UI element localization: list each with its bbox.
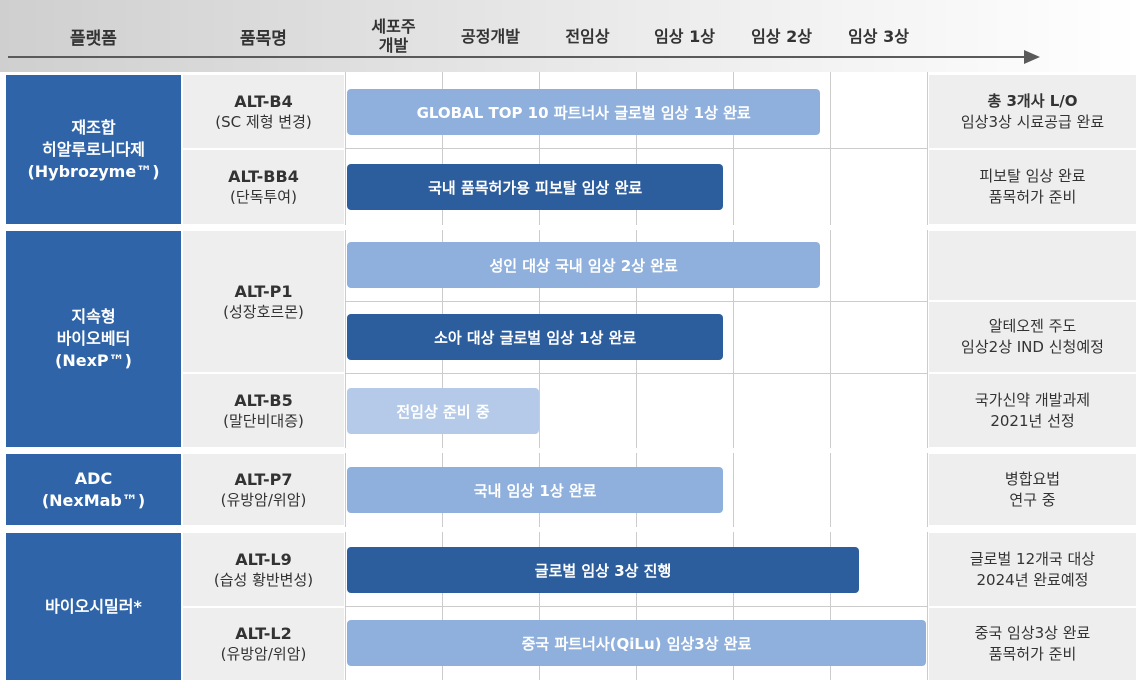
grid-hline <box>345 148 928 149</box>
progress-bar: 국내 임상 1상 완료 <box>347 467 724 513</box>
remark-alt-bb4: 피보탈 임상 완료 품목허가 준비 <box>929 150 1136 224</box>
platform-nexmab: ADC (NexMab™) <box>6 454 181 525</box>
remark-alt-b4: 총 3개사 L/O 임상3상 시료공급 완료 <box>929 75 1136 148</box>
header-stage-phase1: 임상 1상 <box>654 26 715 46</box>
remark-line: 국가신약 개발과제 <box>974 390 1091 409</box>
remark-line: 품목허가 준비 <box>988 188 1077 206</box>
platform-biosimilar: 바이오시밀러* <box>6 533 181 680</box>
product-desc: (습성 황반변성) <box>213 570 314 589</box>
remark-line: 병합요법 <box>1004 469 1061 488</box>
header-product: 품목명 <box>240 28 287 49</box>
grid-vline <box>636 72 637 680</box>
platform-line: 바이오시밀러* <box>45 596 142 616</box>
platform-line: (NexP™) <box>55 351 132 370</box>
product-desc: (유방암/위암) <box>220 645 307 663</box>
header-stage-preclinical: 전임상 <box>565 26 610 46</box>
group-separator <box>0 225 1141 230</box>
remark-alt-l2: 중국 임상3상 완료 품목허가 준비 <box>929 608 1136 680</box>
grid-vline <box>442 72 443 680</box>
platform-line: ADC <box>74 468 113 488</box>
remark-alt-b5: 국가신약 개발과제 2021년 선정 <box>929 374 1136 447</box>
product-code: ALT-L9 <box>235 549 292 569</box>
remark-alt-l9: 글로벌 12개국 대상 2024년 완료예정 <box>929 533 1136 606</box>
product-desc: (유방암/위암) <box>220 490 307 509</box>
header-stage-phase2: 임상 2상 <box>751 26 812 46</box>
product-alt-p1: ALT-P1 (성장호르몬) <box>183 231 344 372</box>
header-band <box>0 0 1141 72</box>
product-code: ALT-BB4 <box>228 167 299 186</box>
header-stage-process: 공정개발 <box>461 26 520 46</box>
grid-vline <box>539 72 540 680</box>
remark-line: 중국 임상3상 완료 <box>974 624 1091 642</box>
product-code: ALT-B4 <box>234 91 293 111</box>
grid-vline <box>345 72 346 680</box>
product-alt-l2: ALT-L2 (유방암/위암) <box>183 608 344 680</box>
platform-line: (NexMab™) <box>41 490 146 510</box>
remark-line: 2021년 선정 <box>990 411 1075 430</box>
stage-grid <box>345 72 928 680</box>
remark-line: 연구 중 <box>1009 490 1056 509</box>
platform-line: 바이오베터 <box>56 329 131 348</box>
header-platform: 플랫폼 <box>70 28 117 49</box>
remark-line: 임상3상 시료공급 완료 <box>960 112 1105 131</box>
product-alt-bb4: ALT-BB4 (단독투여) <box>183 150 344 224</box>
platform-line: 히알루로니다제 <box>41 139 146 159</box>
timeline-arrow-head <box>1024 50 1040 64</box>
remark-line: 품목허가 준비 <box>988 645 1077 663</box>
grid-hline <box>345 373 928 374</box>
group-separator <box>0 527 1141 532</box>
remark-alt-p7: 병합요법 연구 중 <box>929 454 1136 525</box>
grid-vline <box>830 72 831 680</box>
progress-bar: 국내 품목허가용 피보탈 임상 완료 <box>347 164 724 210</box>
progress-bar: 소아 대상 글로벌 임상 1상 완료 <box>347 314 724 360</box>
timeline-arrow-line <box>8 56 1028 58</box>
progress-bar: GLOBAL TOP 10 파트너사 글로벌 임상 1상 완료 <box>347 89 821 135</box>
remark-line: 임상2상 IND 신청예정 <box>961 338 1104 356</box>
group-separator <box>0 448 1141 453</box>
remark-line: 총 3개사 L/O <box>987 91 1078 110</box>
remark-line: 2024년 완료예정 <box>976 570 1089 589</box>
grid-vline <box>927 72 928 680</box>
product-code: ALT-B5 <box>234 390 293 410</box>
progress-bar: 글로벌 임상 3상 진행 <box>347 547 860 593</box>
remark-line: 피보탈 임상 완료 <box>979 167 1086 185</box>
platform-hybrozyme: 재조합 히알루로니다제 (Hybrozyme™) <box>6 75 181 224</box>
product-alt-b5: ALT-B5 (말단비대증) <box>183 374 344 447</box>
product-desc: (성장호르몬) <box>223 302 304 321</box>
grid-hline <box>345 606 928 607</box>
product-desc: (SC 제형 변경) <box>215 112 312 131</box>
header-stage-cell-line: 세포주 개발 <box>371 17 416 55</box>
product-code: ALT-P1 <box>234 281 293 301</box>
header-stage-phase3: 임상 3상 <box>848 26 909 46</box>
platform-line: 재조합 <box>71 117 116 137</box>
progress-bar: 전임상 준비 중 <box>347 388 539 434</box>
product-desc: (단독투여) <box>230 188 297 206</box>
platform-line: 지속형 <box>71 307 116 326</box>
product-code: ALT-L2 <box>235 624 292 643</box>
product-desc: (말단비대증) <box>223 411 304 430</box>
platform-nexp: 지속형 바이오베터 (NexP™) <box>6 231 181 447</box>
product-alt-p7: ALT-P7 (유방암/위암) <box>183 454 344 525</box>
remark-line: 알테오젠 주도 <box>988 317 1077 335</box>
remark-alt-p1-child: 알테오젠 주도 임상2상 IND 신청예정 <box>929 302 1136 372</box>
product-alt-b4: ALT-B4 (SC 제형 변경) <box>183 75 344 148</box>
remark-alt-p1-adult <box>929 231 1136 300</box>
grid-hline <box>345 301 928 302</box>
remark-line: 글로벌 12개국 대상 <box>969 549 1096 568</box>
progress-bar: 중국 파트너사(QiLu) 임상3상 완료 <box>347 620 926 666</box>
progress-bar: 성인 대상 국내 임상 2상 완료 <box>347 242 821 288</box>
product-alt-l9: ALT-L9 (습성 황반변성) <box>183 533 344 606</box>
product-code: ALT-P7 <box>234 469 293 489</box>
platform-line: (Hybrozyme™) <box>27 161 160 181</box>
grid-vline <box>733 72 734 680</box>
